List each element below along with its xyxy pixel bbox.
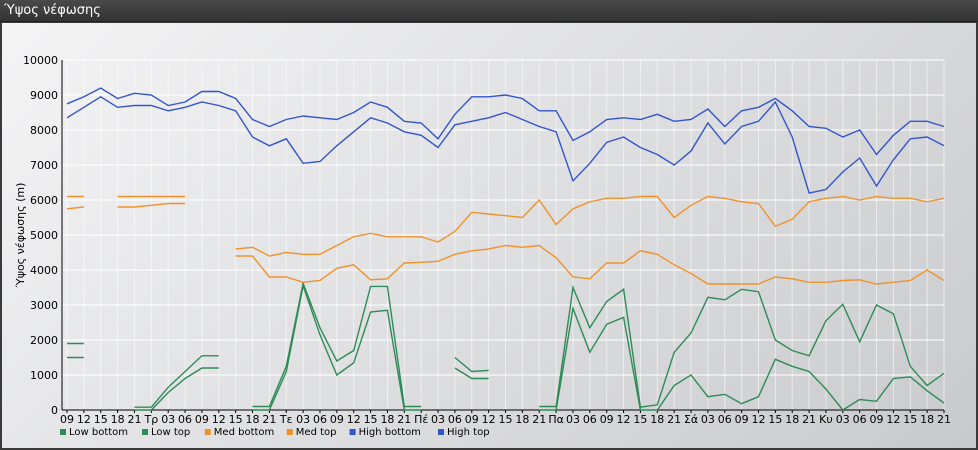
x-tick-label: Κυ	[819, 413, 833, 426]
x-tick-label: 12	[886, 413, 900, 426]
x-tick-label: 15	[768, 413, 782, 426]
legend-entry: Med top	[296, 427, 337, 438]
legend-entry: High top	[447, 427, 490, 438]
x-tick-label: 09	[60, 413, 74, 426]
x-tick-label: 06	[448, 413, 462, 426]
grid	[62, 59, 945, 411]
x-tick-label: Πέ	[414, 413, 428, 426]
legend-swatch	[204, 429, 211, 435]
y-tick-label: 1000	[30, 369, 58, 382]
y-axis-label: Ύψος νέφωσης (m)	[14, 183, 27, 289]
x-tick-label: 15	[364, 413, 378, 426]
x-tick-label: Τε	[279, 413, 293, 426]
legend-swatch	[438, 429, 444, 435]
x-tick-label: 06	[313, 413, 327, 426]
legend-entry: Low bottom	[69, 427, 128, 438]
legend: Low bottom Low top Med bottom Med top High b…	[60, 427, 490, 438]
x-tick-label: 09	[195, 413, 209, 426]
axes	[61, 60, 945, 413]
x-tick-label: 21	[532, 413, 546, 426]
y-tick-label: 9000	[30, 89, 58, 102]
y-tick-label: 3000	[30, 299, 58, 312]
series-line-med-bottom	[66, 202, 945, 285]
x-tick-label: 12	[347, 413, 361, 426]
legend-swatch	[286, 429, 293, 435]
x-tick-label: Τρ	[143, 413, 158, 426]
x-tick-label: 12	[617, 413, 631, 426]
x-tick-label: 03	[566, 413, 580, 426]
x-tick-label: 03	[701, 413, 715, 426]
x-tick-label: 18	[246, 413, 260, 426]
x-tick-label: 18	[650, 413, 664, 426]
legend-entry: Med bottom	[214, 427, 274, 438]
x-tick-label: 18	[920, 413, 934, 426]
y-tick-labels: 0 1000 2000 3000 4000 5000 6000 7000 8000 9000 100…	[23, 54, 58, 417]
y-tick-label: 0	[51, 404, 58, 417]
series-lines	[66, 87, 945, 411]
x-tick-label: 12	[77, 413, 91, 426]
x-tick-label: 15	[903, 413, 917, 426]
legend-swatch	[60, 429, 66, 435]
x-tick-label: 09	[600, 413, 614, 426]
x-tick-label: 09	[735, 413, 749, 426]
x-tick-label: 03	[431, 413, 445, 426]
x-tick-label: 03	[161, 413, 175, 426]
x-tick-label: 12	[212, 413, 226, 426]
x-tick-label: 09	[870, 413, 884, 426]
x-tick-label: 21	[802, 413, 816, 426]
x-tick-label: 15	[94, 413, 108, 426]
x-tick-label: 21	[937, 413, 951, 426]
y-tick-label: 2000	[30, 334, 58, 347]
x-tick-label: 21	[262, 413, 276, 426]
series-line-med-top	[67, 195, 945, 257]
legend-entry: High bottom	[359, 427, 421, 438]
legend-swatch	[349, 429, 356, 435]
x-tick-label: 18	[111, 413, 125, 426]
x-tick-label: 18	[515, 413, 529, 426]
x-tick-label: 03	[296, 413, 310, 426]
legend-swatch	[142, 429, 148, 435]
x-tick-label: 21	[127, 413, 141, 426]
x-tick-label: 18	[380, 413, 394, 426]
x-tick-label: 18	[785, 413, 799, 426]
y-tick-label: 4000	[30, 264, 58, 277]
x-tick-label: 06	[583, 413, 597, 426]
x-tick-label: 15	[633, 413, 647, 426]
y-tick-label: 6000	[30, 194, 58, 207]
x-tick-label: 12	[482, 413, 496, 426]
y-tick-label: 5000	[30, 229, 58, 242]
x-tick-label: 06	[718, 413, 732, 426]
y-tick-label: 8000	[30, 124, 58, 137]
x-tick-label: 15	[229, 413, 243, 426]
x-tick-labels: 09 12 15 18 21 Τρ 03 06 09 12 15 18 21 Τε 03 06 09 12 15 18…	[60, 413, 951, 426]
x-tick-label: 03	[836, 413, 850, 426]
x-tick-label: 09	[330, 413, 344, 426]
x-tick-label: 21	[667, 413, 681, 426]
x-tick-label: 06	[178, 413, 192, 426]
series-line-low-top	[67, 280, 945, 408]
series-line-high-bottom	[66, 95, 945, 194]
x-tick-label: 09	[465, 413, 479, 426]
x-tick-label: Σά	[684, 413, 698, 426]
y-tick-label: 7000	[30, 159, 58, 172]
x-tick-label: Πα	[548, 413, 564, 426]
legend-entry: Low top	[151, 427, 190, 438]
y-tick-label: 10000	[23, 54, 58, 67]
series-line-high-top	[66, 87, 945, 156]
x-tick-label: 12	[751, 413, 765, 426]
window-title: Ύψος νέφωσης	[0, 0, 978, 22]
x-tick-label: 21	[397, 413, 411, 426]
x-tick-label: 06	[853, 413, 867, 426]
series-line-low-bottom	[67, 283, 945, 411]
x-tick-label: 15	[499, 413, 513, 426]
